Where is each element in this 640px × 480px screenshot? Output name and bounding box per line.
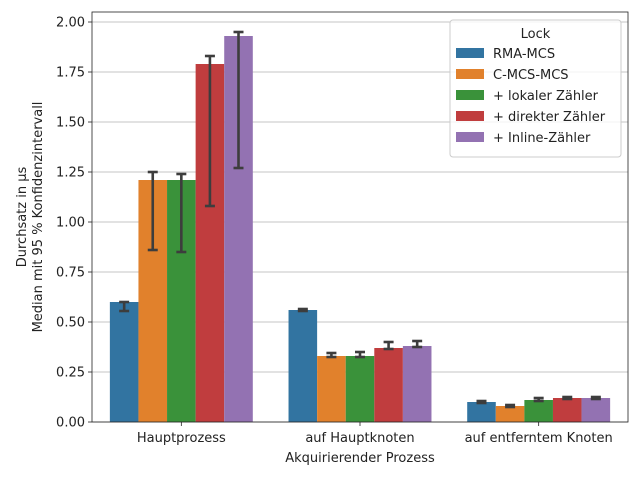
y-tick-label: 0.75	[56, 266, 85, 281]
legend-label: C-MCS-MCS	[493, 68, 569, 83]
bar	[317, 356, 346, 422]
y-tick-label: 1.00	[56, 216, 85, 231]
legend-frame	[449, 19, 622, 158]
legend-label: + Inline-Zähler	[493, 131, 591, 146]
y-tick-label: 0.25	[56, 366, 85, 381]
x-ticks: Hauptprozess auf Hauptknoten auf entfernte…	[137, 422, 613, 446]
legend-items: RMA-MCS C-MCS-MCS + lokaler Zähler + direkt…	[456, 47, 606, 146]
legend-swatch	[456, 111, 484, 121]
bar	[581, 398, 611, 422]
legend: Lock RMA-MCS C-MCS-MCS + lokaler Zähler + d…	[449, 19, 622, 158]
bar	[402, 346, 432, 422]
legend-swatch	[456, 132, 484, 142]
confidence-interval-bars	[119, 30, 601, 409]
bar	[552, 398, 582, 422]
y-tick-label: 0.50	[56, 316, 85, 331]
bar	[109, 302, 139, 422]
y-tick-label: 1.25	[56, 166, 85, 181]
legend-label: + lokaler Zähler	[493, 89, 599, 104]
bar-groups	[109, 36, 611, 422]
bar	[345, 356, 375, 422]
y-tick-label: 2.00	[56, 16, 85, 31]
y-axis-label-line1: Durchsatz in µs	[15, 167, 30, 268]
legend-swatch	[456, 48, 484, 58]
y-tick-label: 1.50	[56, 116, 85, 131]
y-tick-label: 0.00	[56, 416, 85, 431]
x-tick-label: auf Hauptknoten	[305, 431, 414, 446]
x-tick-label: auf entferntem Knoten	[465, 431, 613, 446]
bar	[467, 402, 496, 422]
legend-swatch	[456, 69, 484, 79]
legend-label: RMA-MCS	[493, 47, 555, 62]
bar	[495, 406, 525, 422]
bar	[288, 310, 318, 422]
bar	[374, 348, 403, 422]
legend-title: Lock	[521, 27, 551, 42]
y-tick-label: 1.75	[56, 66, 85, 81]
legend-label: + direkter Zähler	[493, 110, 606, 125]
y-ticks: 0.00 0.25 0.50 0.75 1.00 1.25 1.50 1.75 2.00	[56, 16, 92, 431]
legend-swatch	[456, 90, 484, 100]
bar	[524, 400, 553, 422]
x-axis-label: Akquirierender Prozess	[285, 451, 435, 466]
y-axis-label-line2: Median mit 95 % Konfidenzintervall	[31, 102, 46, 333]
x-tick-label: Hauptprozess	[137, 431, 226, 446]
